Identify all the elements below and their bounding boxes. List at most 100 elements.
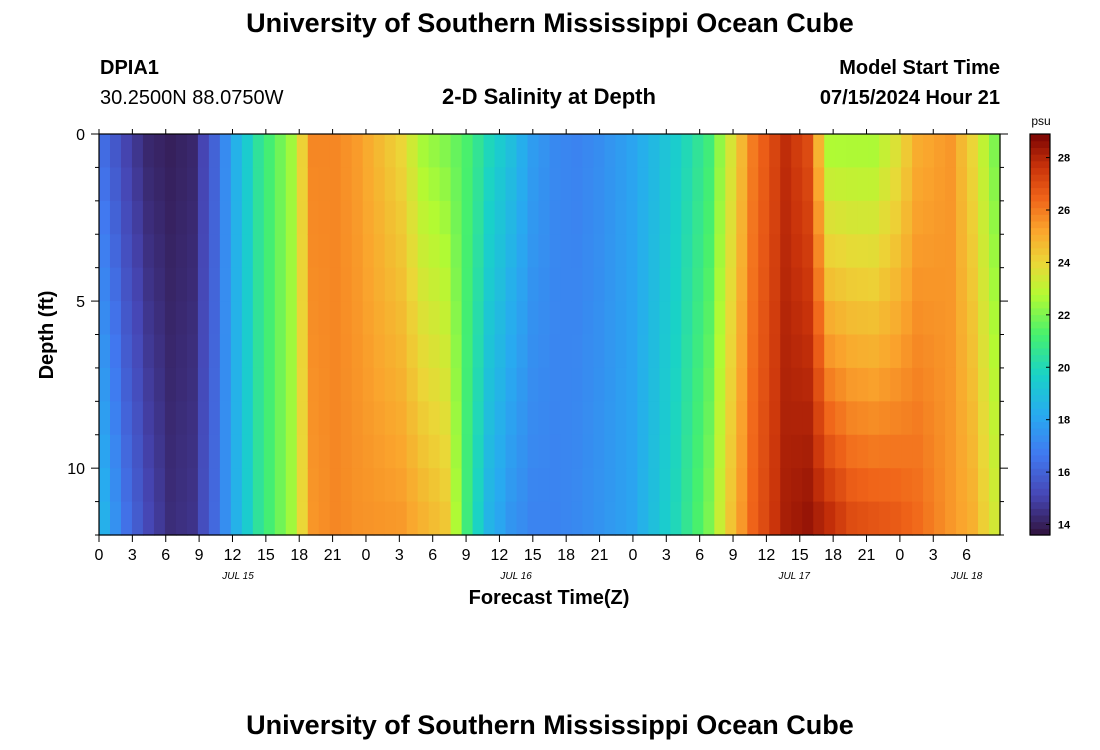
heat-cell <box>802 367 814 402</box>
heat-cell <box>714 468 726 503</box>
heat-cell <box>99 434 111 469</box>
heat-cell <box>340 501 353 536</box>
heat-cell <box>923 401 935 436</box>
heat-cell <box>769 134 781 169</box>
heat-cell <box>219 134 232 169</box>
heat-cell <box>989 501 1001 536</box>
heat-cell <box>153 468 166 503</box>
heat-cell <box>912 401 924 436</box>
heat-cell <box>945 134 957 169</box>
heat-cell <box>736 267 748 302</box>
heat-cell <box>703 501 715 536</box>
heat-cell <box>692 401 704 436</box>
heat-cell <box>99 401 111 436</box>
colorbar-tick-labels: 14 16 18 20 22 24 26 28 <box>1058 153 1071 532</box>
heat-cell <box>681 234 693 269</box>
heat-cell <box>263 301 276 336</box>
heat-cell <box>857 401 869 436</box>
heat-cell <box>648 234 660 269</box>
heat-cell <box>505 468 518 503</box>
colorbar-tick-label: 18 <box>1058 415 1070 427</box>
y-tick-label: 5 <box>76 294 85 311</box>
heat-cell <box>274 434 287 469</box>
heat-cell <box>373 367 386 402</box>
heat-cell <box>516 234 529 269</box>
heat-cell <box>450 434 463 469</box>
heat-cell <box>582 468 595 503</box>
heat-cell <box>615 334 628 369</box>
heat-cell <box>142 167 155 202</box>
heat-cell <box>461 200 474 235</box>
heat-cell <box>725 367 737 402</box>
heat-cell <box>813 134 825 169</box>
heat-cell <box>681 267 693 302</box>
heat-cell <box>417 501 430 536</box>
heat-cell <box>362 234 375 269</box>
heat-cell <box>197 234 210 269</box>
heat-cell <box>769 301 781 336</box>
heat-cell <box>296 134 309 169</box>
heat-cell <box>758 334 770 369</box>
axis-ticks <box>91 129 1008 542</box>
heat-cell <box>538 200 551 235</box>
heat-cell <box>549 468 562 503</box>
heat-cell <box>967 301 979 336</box>
heat-cell <box>351 234 364 269</box>
heat-cell <box>483 234 496 269</box>
heat-cell <box>99 501 111 536</box>
heat-cell <box>659 234 671 269</box>
x-tick-label: 6 <box>161 547 170 564</box>
heat-cell <box>186 301 199 336</box>
colorbar-segment <box>1030 200 1050 209</box>
heat-cell <box>659 200 671 235</box>
heat-cell <box>802 468 814 503</box>
heat-cell <box>417 200 430 235</box>
page-title: University of Southern Mississippi Ocean… <box>246 8 854 38</box>
heat-cell <box>769 200 781 235</box>
heat-cell <box>142 367 155 402</box>
heat-cell <box>164 301 177 336</box>
heat-cell <box>934 234 946 269</box>
heat-cell <box>725 501 737 536</box>
heat-cell <box>813 367 825 402</box>
heat-cell <box>868 301 880 336</box>
heat-cell <box>263 468 276 503</box>
colorbar-segment <box>1030 281 1050 289</box>
heat-cell <box>461 334 474 369</box>
heat-cell <box>527 401 540 436</box>
heat-cell <box>725 267 737 302</box>
heat-cell <box>956 434 968 469</box>
heat-cell <box>351 301 364 336</box>
heat-cell <box>120 334 133 369</box>
heat-cell <box>208 501 221 536</box>
heat-cell <box>285 134 298 169</box>
heat-cell <box>417 367 430 402</box>
heat-cell <box>263 434 276 469</box>
heat-cell <box>835 401 847 436</box>
heat-cell <box>747 468 759 503</box>
heat-cell <box>263 134 276 169</box>
x-tick-label: 3 <box>929 547 938 564</box>
heat-cell <box>505 367 518 402</box>
heat-cell <box>901 267 913 302</box>
heat-cell <box>296 167 309 202</box>
heat-cell <box>472 501 485 536</box>
heat-cell <box>241 434 254 469</box>
heat-cell <box>626 334 638 369</box>
colorbar-tick-label: 14 <box>1058 520 1071 532</box>
heat-cell <box>758 234 770 269</box>
heat-cell <box>978 367 990 402</box>
heat-cell <box>769 401 781 436</box>
heat-cell <box>923 234 935 269</box>
heat-cell <box>241 134 254 169</box>
heat-cell <box>692 167 704 202</box>
heat-cell <box>395 167 408 202</box>
heat-cell <box>153 234 166 269</box>
colorbar-segment <box>1030 501 1050 509</box>
heat-cell <box>560 367 573 402</box>
heat-cell <box>197 200 210 235</box>
heat-cell <box>483 301 496 336</box>
heat-cell <box>945 468 957 503</box>
heat-cell <box>978 301 990 336</box>
heat-cell <box>901 501 913 536</box>
